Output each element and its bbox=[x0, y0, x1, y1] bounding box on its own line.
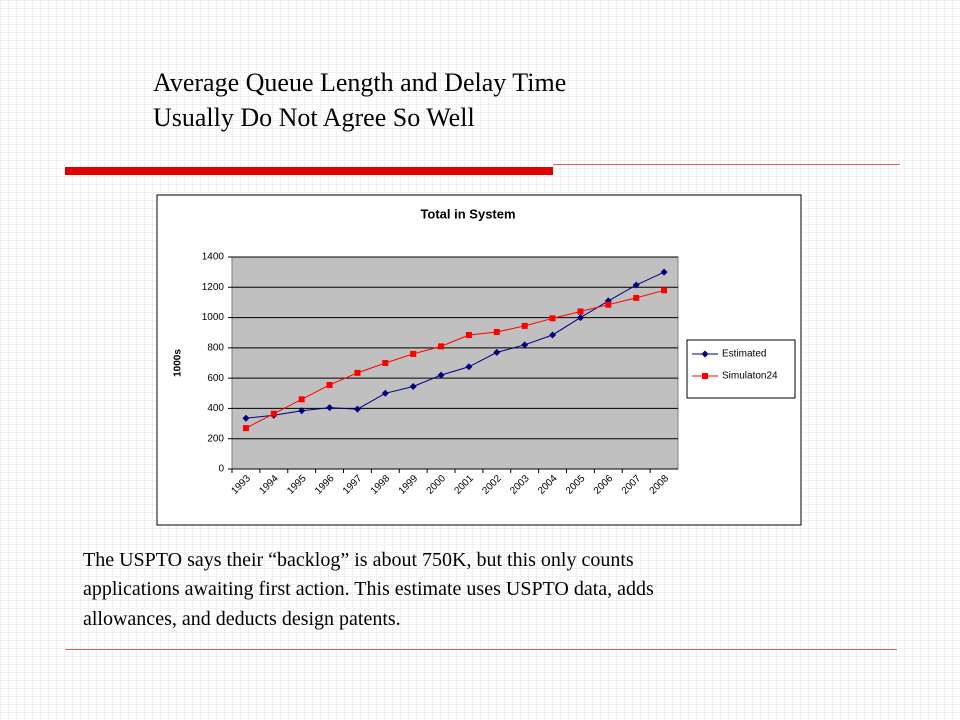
data-point bbox=[438, 343, 445, 350]
data-point bbox=[493, 328, 500, 335]
data-point bbox=[410, 350, 417, 357]
data-point bbox=[549, 331, 557, 339]
plot-area bbox=[231, 256, 679, 470]
legend-label: Estimated bbox=[722, 349, 766, 360]
data-point bbox=[326, 381, 333, 388]
rule bbox=[553, 164, 900, 165]
data-point bbox=[465, 363, 473, 371]
data-point bbox=[549, 315, 556, 322]
data-point bbox=[242, 414, 250, 422]
data-point bbox=[298, 407, 306, 415]
accent-bar bbox=[65, 167, 553, 175]
data-point bbox=[521, 341, 529, 349]
series-line bbox=[245, 289, 665, 429]
body-text: allowances, and deducts design patents. bbox=[83, 608, 401, 630]
data-point bbox=[437, 371, 445, 379]
y-tick-label: 1200 bbox=[202, 282, 225, 293]
chart-title: Total in System bbox=[420, 206, 515, 221]
data-point bbox=[409, 382, 417, 390]
data-point bbox=[353, 405, 361, 413]
data-point bbox=[521, 322, 528, 329]
legend bbox=[686, 339, 796, 399]
y-tick-label: 200 bbox=[207, 433, 224, 444]
data-point bbox=[576, 314, 584, 322]
data-point bbox=[270, 410, 277, 417]
y-axis-label: 1000s bbox=[173, 349, 184, 377]
data-point bbox=[661, 287, 668, 294]
data-point bbox=[354, 369, 361, 376]
data-point bbox=[577, 308, 584, 315]
legend-marker bbox=[702, 373, 708, 379]
rule bbox=[65, 649, 897, 650]
data-point bbox=[493, 348, 501, 356]
data-point bbox=[632, 281, 640, 289]
data-point bbox=[242, 425, 249, 432]
data-point bbox=[660, 268, 668, 276]
slide-title: Usually Do Not Agree So Well bbox=[153, 103, 475, 132]
data-point bbox=[465, 331, 472, 338]
y-tick-label: 800 bbox=[207, 342, 224, 353]
data-point bbox=[381, 389, 389, 397]
body-text: The USPTO says their “backlog” is about … bbox=[83, 549, 634, 571]
body-text: applications awaiting first action. This… bbox=[83, 578, 654, 600]
data-point bbox=[326, 404, 334, 412]
data-point bbox=[605, 301, 612, 308]
y-tick-label: 600 bbox=[207, 373, 224, 384]
legend-marker bbox=[701, 350, 709, 358]
y-tick-label: 400 bbox=[207, 403, 224, 414]
data-point bbox=[382, 360, 389, 366]
slide-title: Average Queue Length and Delay Time bbox=[153, 68, 567, 97]
data-point bbox=[298, 396, 305, 403]
y-tick-label: 1400 bbox=[202, 252, 225, 263]
y-tick-label: 1000 bbox=[202, 312, 225, 323]
series-line bbox=[245, 271, 665, 419]
y-tick-label: 0 bbox=[218, 464, 224, 475]
legend-label: Simulaton24 bbox=[722, 371, 778, 382]
data-point bbox=[633, 294, 640, 301]
